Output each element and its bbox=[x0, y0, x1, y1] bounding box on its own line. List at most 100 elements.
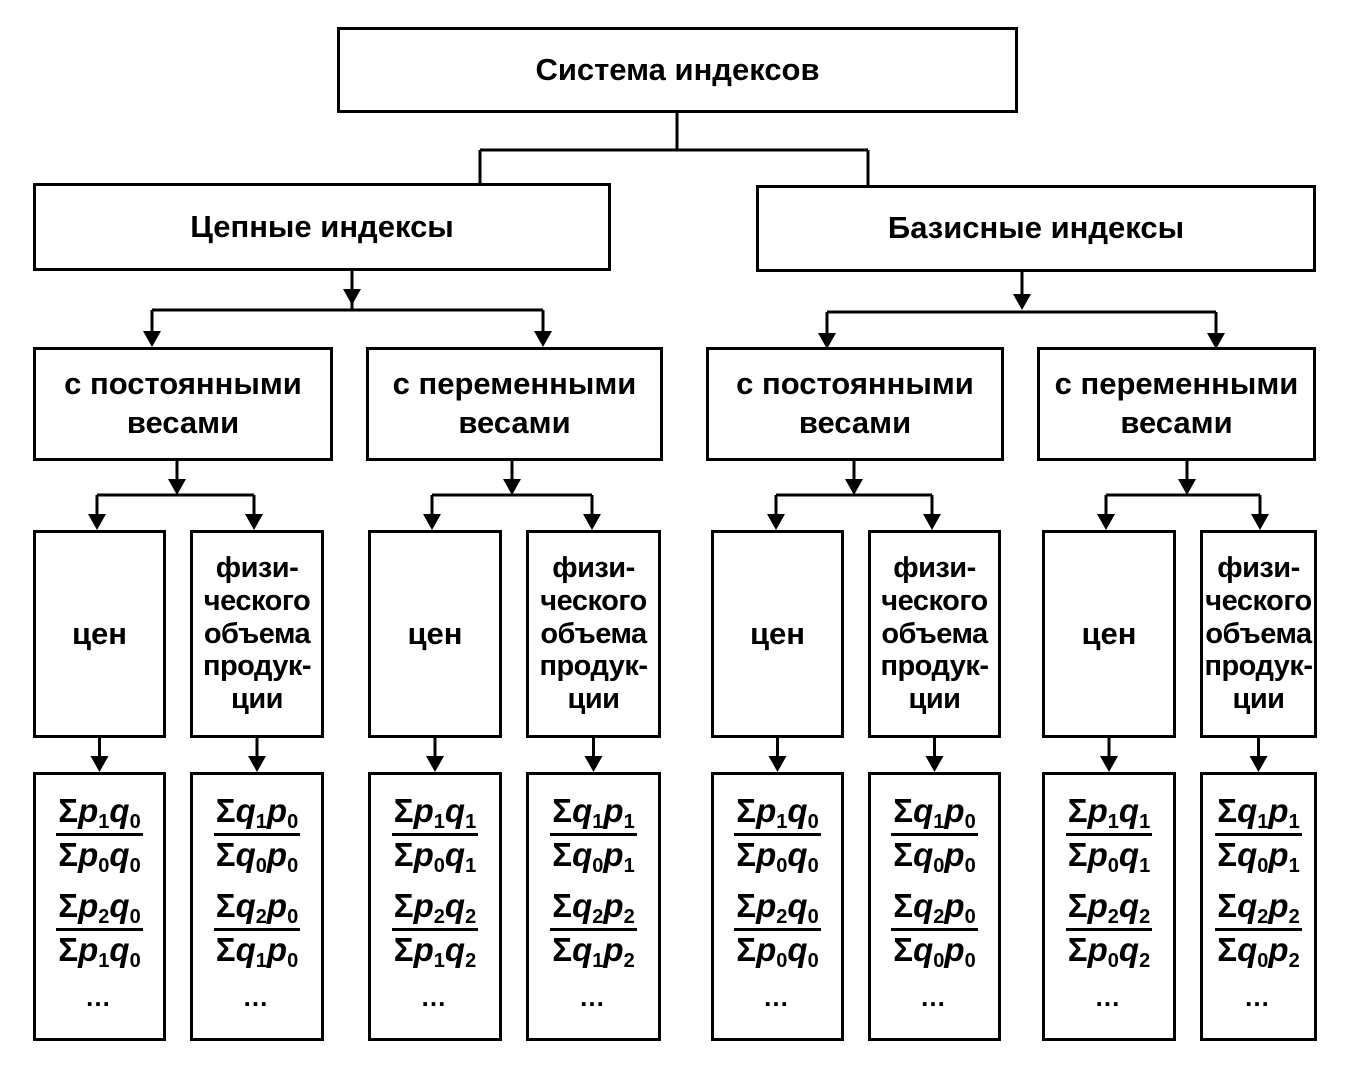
formula-numerator: Σp2q2 bbox=[1065, 887, 1153, 931]
weight-group-box: с постоянными весами bbox=[33, 347, 333, 461]
volume-index-box: физи-ческого объема продук-ции bbox=[190, 530, 324, 738]
volume-index-label-line: объема bbox=[203, 617, 311, 650]
arrow-head-icon bbox=[248, 756, 266, 772]
price-index-label-line: цен bbox=[1081, 615, 1137, 651]
formula-numerator: Σq1p0 bbox=[213, 792, 301, 836]
weight-group-box: с переменными весами bbox=[366, 347, 663, 461]
volume-index-label-line: ции bbox=[567, 683, 620, 716]
formula-box: Σq1p1 Σq0p1 Σq2p2 Σq1p2 … bbox=[526, 772, 661, 1041]
formula-denominator: Σq0p0 bbox=[893, 931, 976, 972]
formula-denominator: Σq0p1 bbox=[552, 836, 635, 877]
arrow-head-icon bbox=[767, 514, 785, 530]
arrow-head-icon bbox=[1013, 294, 1031, 310]
ellipsis: … bbox=[420, 982, 450, 1012]
volume-index-label-line: ции bbox=[908, 683, 961, 716]
arrow-head-icon bbox=[503, 479, 521, 495]
formula-denominator: Σq0p2 bbox=[1217, 931, 1300, 972]
volume-index-label-line: продук- bbox=[202, 650, 312, 683]
volume-index-label-line: объема bbox=[881, 617, 988, 650]
chain-indices-box: Цепные индексы bbox=[33, 183, 611, 271]
volume-index-label-line: ции bbox=[231, 683, 283, 716]
formula-denominator: Σp0q0 bbox=[736, 836, 819, 877]
formula-denominator: Σq1p2 bbox=[552, 931, 635, 972]
arrow-head-icon bbox=[1251, 514, 1269, 530]
arrow-head-icon bbox=[818, 333, 836, 349]
volume-index-label-line: физи- bbox=[893, 552, 976, 585]
index-formula: Σp1q1 Σp0q1 bbox=[391, 792, 479, 878]
root-label: Система индексов bbox=[535, 51, 820, 87]
formula-numerator: Σp1q1 bbox=[391, 792, 479, 836]
arrow-head-icon bbox=[534, 331, 552, 347]
weight-group-label-line: весами bbox=[798, 405, 912, 440]
price-index-box: цен bbox=[33, 530, 166, 738]
volume-index-label-line: физи- bbox=[215, 552, 299, 585]
formula-numerator: Σq1p1 bbox=[550, 792, 637, 836]
formula-denominator: Σp1q2 bbox=[393, 931, 477, 972]
index-formula: Σp1q0 Σp0q0 bbox=[56, 792, 143, 878]
arrow-head-icon bbox=[768, 756, 787, 772]
formula-denominator: Σp0q0 bbox=[58, 836, 141, 877]
index-formula: Σp2q0 Σp0q0 bbox=[734, 887, 821, 973]
formula-numerator: Σp2q0 bbox=[734, 887, 821, 931]
formula-box: Σp1q0 Σp0q0 Σp2q0 Σp1q0 … bbox=[33, 772, 166, 1041]
volume-index-label-line: продук- bbox=[880, 650, 989, 683]
formula-denominator: Σp0q1 bbox=[393, 836, 477, 877]
index-formula: Σq2p0 Σq0p0 bbox=[891, 887, 978, 973]
ellipsis: … bbox=[920, 982, 949, 1012]
volume-index-label-line: объема bbox=[540, 617, 647, 650]
volume-index-label-line: ческого bbox=[1205, 584, 1312, 617]
volume-index-label-line: ческого bbox=[540, 584, 647, 617]
volume-index-label-line: физи- bbox=[552, 552, 635, 585]
weight-group-box: с постоянными весами bbox=[706, 347, 1004, 461]
weight-group-label-line: с переменными bbox=[392, 366, 637, 402]
formula-numerator: Σq2p2 bbox=[1215, 887, 1302, 931]
formula-denominator: Σp1q0 bbox=[58, 931, 141, 972]
arrow-head-icon bbox=[168, 479, 186, 495]
price-index-label-line: цен bbox=[407, 615, 463, 651]
arrow-head-icon bbox=[925, 756, 944, 772]
base-label: Базисные индексы bbox=[887, 210, 1185, 246]
chain-label: Цепные индексы bbox=[190, 208, 454, 244]
index-formula: Σp1q1 Σp0q1 bbox=[1065, 792, 1153, 878]
formula-numerator: Σp2q0 bbox=[56, 887, 143, 931]
arrow-head-icon bbox=[90, 756, 109, 772]
volume-index-label-line: ческого bbox=[203, 584, 311, 617]
price-index-box: цен bbox=[711, 530, 844, 738]
weight-group-label-line: с постоянными bbox=[736, 366, 974, 402]
ellipsis: … bbox=[242, 982, 272, 1012]
arrow-head-icon bbox=[1249, 756, 1268, 772]
formula-box: Σp1q1 Σp0q1 Σp2q2 Σp1q2 … bbox=[368, 772, 502, 1041]
formula-numerator: Σp1q0 bbox=[734, 792, 821, 836]
volume-index-label-line: ции bbox=[1232, 683, 1285, 716]
arrow-head-icon bbox=[923, 514, 941, 530]
formula-denominator: Σq0p1 bbox=[1217, 836, 1300, 877]
arrow-head-icon bbox=[423, 514, 441, 530]
weight-group-label-line: весами bbox=[458, 405, 571, 440]
index-formula: Σq1p0 Σq0p0 bbox=[891, 792, 978, 878]
arrow-head-icon bbox=[343, 289, 361, 305]
weight-group-label-line: с постоянными bbox=[64, 366, 302, 402]
price-index-label-line: цен bbox=[749, 615, 806, 651]
price-index-label-line: цен bbox=[71, 615, 128, 651]
formula-numerator: Σq2p0 bbox=[891, 887, 978, 931]
arrow-head-icon bbox=[143, 331, 161, 347]
arrow-head-icon bbox=[1097, 514, 1115, 530]
formula-box: Σq1p0 Σq0p0 Σq2p0 Σq1p0… bbox=[190, 772, 324, 1041]
arrow-head-icon bbox=[1207, 333, 1225, 349]
formula-numerator: Σp2q2 bbox=[391, 887, 479, 931]
ellipsis: … bbox=[579, 982, 608, 1012]
index-formula: Σq2p0 Σq1p0 bbox=[213, 887, 301, 973]
arrow-head-icon bbox=[584, 756, 603, 772]
index-formula: Σq2p2 Σq1p2 bbox=[550, 887, 637, 973]
formula-box: Σp1q0 Σp0q0 Σp2q0 Σp0q0… bbox=[711, 772, 844, 1041]
ellipsis: … bbox=[1244, 982, 1273, 1012]
formula-numerator: Σq2p0 bbox=[213, 887, 301, 931]
ellipsis: … bbox=[85, 982, 114, 1012]
index-formula: Σp2q2 Σp0q2 bbox=[1065, 887, 1153, 973]
weight-group-label-line: с переменными bbox=[1054, 366, 1299, 402]
volume-index-label-line: объема bbox=[1205, 617, 1312, 650]
formula-numerator: Σp1q1 bbox=[1065, 792, 1153, 836]
arrow-head-icon bbox=[245, 514, 263, 530]
